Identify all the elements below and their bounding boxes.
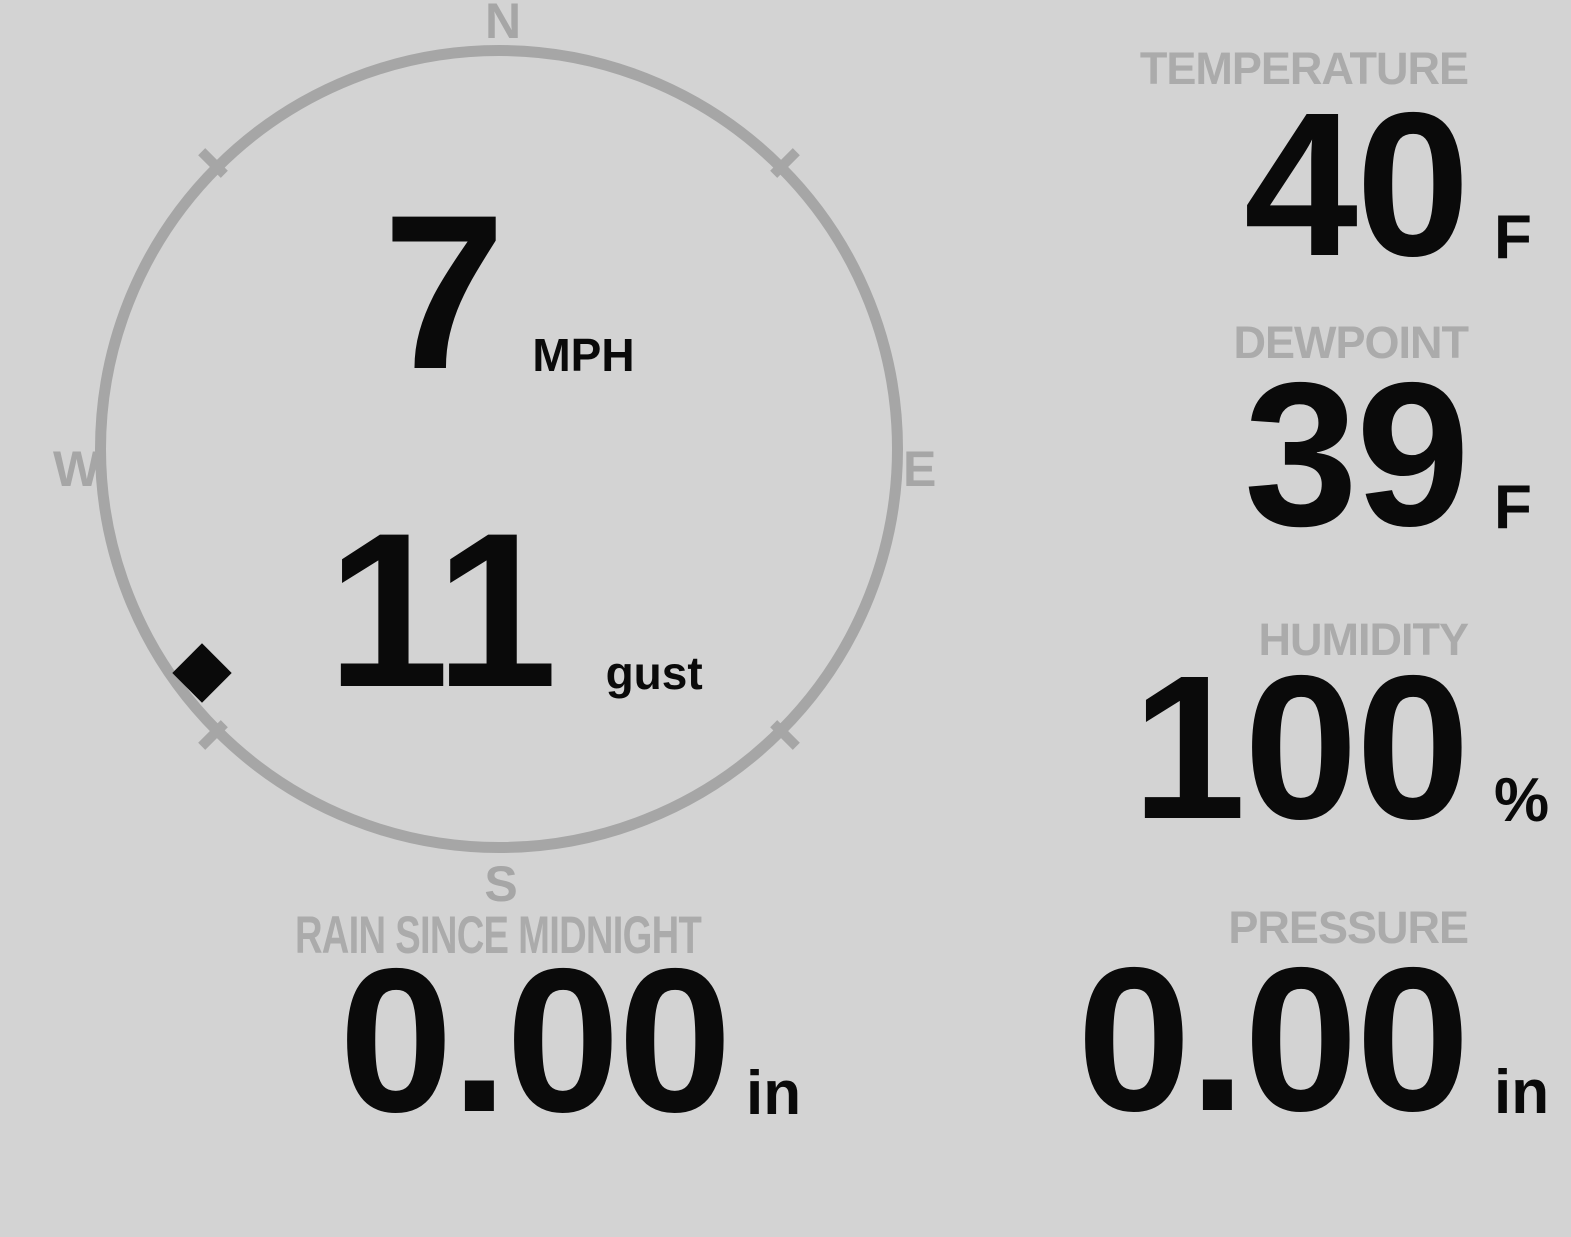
wind-speed-value: 7 [383, 169, 505, 415]
pressure-label: PRESSURE [1228, 902, 1469, 953]
dewpoint-reading: 39 F [1243, 340, 1532, 569]
dewpoint-value: 39 [1243, 340, 1470, 569]
wind-gust: 11 gust [327, 487, 703, 733]
dewpoint-unit: F [1494, 472, 1532, 542]
wind-gust-value: 11 [327, 487, 558, 733]
humidity-reading: 100 % [1131, 633, 1549, 862]
wind-speed-unit: MPH [532, 329, 635, 382]
temperature-label: TEMPERATURE [1139, 43, 1469, 94]
temperature-unit: F [1494, 202, 1532, 272]
wind-gust-unit: gust [605, 647, 703, 700]
cardinal-west-label: W [53, 441, 101, 497]
wind-speed: 7 MPH [383, 169, 635, 415]
humidity-unit: % [1494, 765, 1550, 835]
rain-value: 0.00 [339, 926, 732, 1155]
cardinal-east-label: E [903, 441, 937, 497]
compass-ring [95, 45, 903, 853]
rain-since-midnight-label: RAIN SINCE MIDNIGHT [294, 906, 702, 965]
pressure-unit: in [1494, 1057, 1550, 1127]
dewpoint-label: DEWPOINT [1233, 317, 1469, 368]
cardinal-north-label: N [484, 0, 522, 49]
rain-unit: in [746, 1058, 802, 1128]
humidity-label: HUMIDITY [1258, 614, 1469, 665]
cardinal-south-label: S [484, 856, 518, 912]
temperature-value: 40 [1243, 70, 1470, 299]
rain-reading: 0.00 in [339, 926, 801, 1155]
humidity-value: 100 [1131, 633, 1470, 862]
temperature-reading: 40 F [1243, 70, 1532, 299]
pressure-reading: 0.00 in [1077, 925, 1549, 1154]
pressure-value: 0.00 [1077, 925, 1470, 1154]
